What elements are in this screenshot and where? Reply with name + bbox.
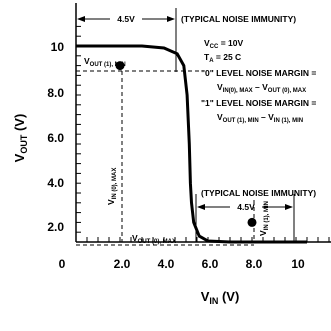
y-tick-label: 2.0 (47, 220, 64, 234)
vout1-min-point (115, 61, 125, 71)
svg-text:VCC = 10V: VCC = 10V (204, 38, 243, 50)
x-tick-label: 10 (291, 257, 305, 271)
svg-text:VIN (0), MAX: VIN (0), MAX (106, 168, 118, 205)
svg-text:VOUT (0), MAX: VOUT (0), MAX (132, 233, 176, 245)
vin0-max-label: VIN (0), MAX (106, 168, 118, 205)
x-tick-label: 4.0 (158, 257, 175, 271)
y-axis-title: VOUT (V) (12, 114, 29, 163)
y-tick-label: 10 (51, 40, 65, 54)
noise-low-label: (TYPICAL NOISE IMMUNITY) (201, 188, 316, 198)
svg-text:VOUT (1), MIN – VIN (1), MIN: VOUT (1), MIN – VIN (1), MIN (217, 112, 303, 124)
vout0-max-point (247, 217, 257, 227)
vout0-max-label: VOUT (0), MAX (132, 233, 176, 245)
svg-text:VOUT (1), MIN: VOUT (1), MIN (84, 56, 126, 68)
svg-text:"0" LEVEL NOISE MARGIN =: "0" LEVEL NOISE MARGIN = (201, 68, 316, 78)
svg-text:"1" LEVEL NOISE MARGIN =: "1" LEVEL NOISE MARGIN = (201, 98, 316, 108)
y-tick-label: 8.0 (47, 86, 64, 100)
x-tick-label: 6.0 (202, 257, 219, 271)
x-tick-label: 8.0 (246, 257, 263, 271)
vout1-min-label: VOUT (1), MIN (84, 56, 126, 68)
x-tick-label: 0 (59, 257, 66, 271)
y-tick-label: 6.0 (47, 131, 64, 145)
noise-high-label: (TYPICAL NOISE IMMUNITY) (181, 14, 296, 24)
svg-text:VIN (1), MIN: VIN (1), MIN (258, 201, 270, 236)
noise-low-value: 4.5V (237, 202, 255, 212)
svg-text:TA = 25 C: TA = 25 C (204, 52, 241, 64)
noise-high-value: 4.5V (117, 14, 135, 24)
x-axis-title: VIN (V) (201, 289, 240, 306)
vin1-min-label: VIN (1), MIN (258, 201, 270, 236)
svg-text:VOUT (V): VOUT (V) (12, 114, 29, 163)
svg-text:VIN (V): VIN (V) (201, 289, 240, 306)
transfer-curve (76, 44, 307, 244)
minor-ticks (76, 25, 330, 242)
conditions-block: VCC = 10V TA = 25 C "0" LEVEL NOISE MARG… (201, 38, 316, 124)
y-tick-label: 4.0 (47, 176, 64, 190)
x-tick-label: 2.0 (114, 257, 131, 271)
svg-text:VIN(0), MAX – VOUT (0), MAX: VIN(0), MAX – VOUT (0), MAX (217, 82, 306, 94)
